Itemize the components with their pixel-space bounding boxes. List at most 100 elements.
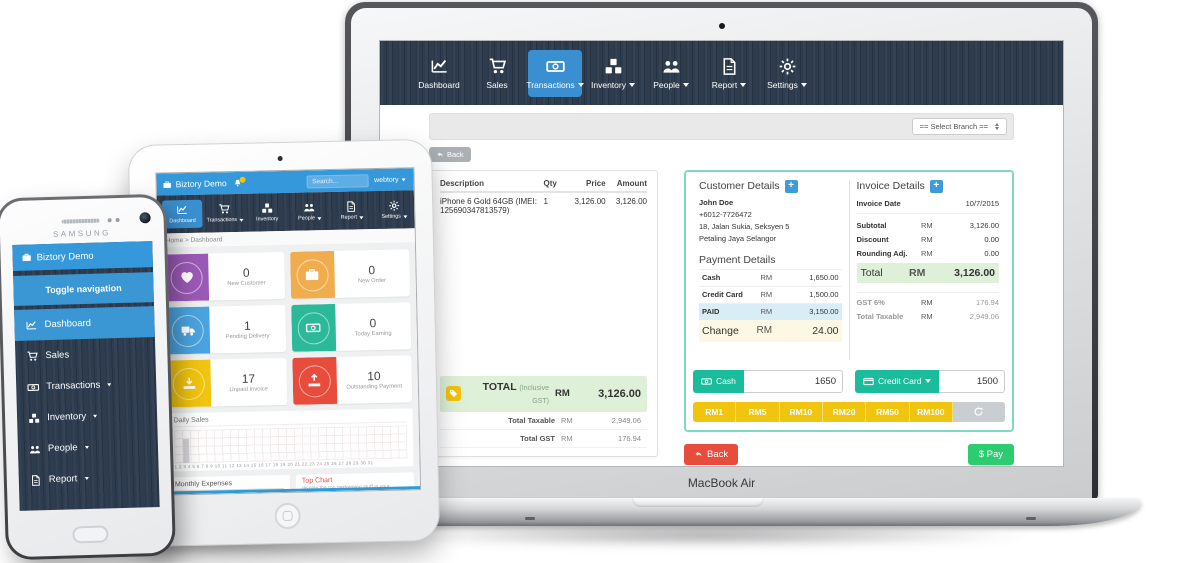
currency: RM: [555, 388, 570, 400]
nav-label: Report: [711, 79, 738, 90]
nav-item-sales[interactable]: Sales: [470, 50, 524, 97]
menu-item-sales[interactable]: Sales: [15, 337, 156, 372]
customer-name: John Doe: [699, 197, 734, 207]
monthly-expenses-bars: [213, 494, 284, 496]
phone-menu: Dashboard Sales Transactions Inventory: [14, 306, 159, 496]
heart-icon: [180, 272, 193, 283]
menu-item-people[interactable]: People: [18, 430, 159, 465]
stat-card-new-order[interactable]: 0 New Order: [289, 249, 411, 299]
macbook-label: MacBook Air: [687, 476, 756, 490]
denom-rm10-button[interactable]: RM10: [779, 401, 823, 422]
stat-card-today-earning[interactable]: 0 Today Earning: [290, 302, 412, 352]
add-invoice-button[interactable]: +: [929, 179, 943, 193]
nav-item-report[interactable]: Report: [702, 50, 756, 97]
cubes-icon: [262, 203, 273, 213]
nav-item-settings[interactable]: Settings: [760, 50, 814, 97]
cart-icon: [489, 58, 506, 73]
customer-address-2: Petaling Jaya Selangor: [699, 233, 777, 243]
sensor-dot: [107, 218, 112, 223]
toggle-navigation-button[interactable]: Toggle navigation: [13, 272, 154, 306]
nav-item-dashboard[interactable]: Dashboard: [412, 50, 466, 97]
menu-item-inventory[interactable]: Inventory: [17, 399, 158, 434]
people-icon: [30, 445, 41, 453]
card-amount-input[interactable]: [939, 369, 1005, 393]
invoice-details-column: Invoice Details + Invoice Date 10/7/2015: [850, 179, 1007, 360]
chevron-down-icon: [682, 82, 689, 87]
reset-amount-button[interactable]: [952, 401, 1005, 422]
branch-select[interactable]: == Select Branch ==: [911, 118, 1007, 135]
payment-details-title: Payment Details: [699, 253, 776, 266]
invoice-items-card: Description Qty Price Amount iPhone 6 Go…: [429, 169, 658, 457]
denom-rm50-button[interactable]: RM50: [866, 401, 910, 422]
cash-button[interactable]: Cash: [693, 369, 744, 393]
chevron-down-icon: [316, 216, 321, 221]
menu-item-dashboard[interactable]: Dashboard: [14, 306, 155, 341]
refresh-icon: [974, 407, 984, 416]
invoice-details-title: Invoice Details: [856, 180, 925, 192]
nav-item-transactions[interactable]: Transactions: [526, 49, 584, 97]
cart-icon: [219, 203, 231, 214]
payment-row-cash: Cash RM 1,650.00: [699, 268, 842, 286]
denom-rm1-button[interactable]: RM1: [693, 401, 737, 422]
nav-item-people[interactable]: People: [644, 50, 698, 97]
nav-item-dashboard[interactable]: Dashboard: [161, 199, 203, 229]
stat-card-outstanding-payment[interactable]: 10 Outstanding Payment: [291, 355, 413, 405]
cubes-icon: [605, 58, 621, 73]
menu-item-transactions[interactable]: Transactions: [16, 368, 157, 403]
payment-row-credit-card: Credit Card RM 1,500.00: [699, 285, 842, 303]
stat-card-unpaid-invoice[interactable]: 17 Unpaid Invoice: [166, 357, 287, 408]
nav-item-report[interactable]: Report: [331, 196, 372, 225]
currency: RM: [561, 415, 573, 425]
nav-item-transactions[interactable]: Transactions: [204, 199, 245, 228]
search-input[interactable]: [306, 173, 370, 188]
total-note: (Inclusive GST): [519, 385, 549, 405]
cash-amount-input[interactable]: [743, 369, 843, 393]
lid-notch: [632, 498, 764, 507]
macbook-device: MacBook Air Dashboard Sales Transactions: [345, 2, 1098, 499]
subtotal-row: Subtotal RM 3,126.00: [856, 220, 1000, 230]
discount-row: Discount RM 0.00: [856, 234, 1000, 244]
chevron-down-icon: [402, 215, 407, 219]
notification-badge: [239, 176, 246, 183]
table-row[interactable]: iPhone 6 Gold 64GB (IMEI: 12569034781357…: [440, 193, 647, 215]
chevron-down-icon: [84, 445, 89, 450]
invoice-table-header: Description Qty Price Amount: [440, 179, 647, 193]
add-customer-button[interactable]: +: [784, 179, 798, 193]
phone-home-button[interactable]: [72, 525, 109, 544]
pos-panel: Customer Details + John Doe +6012-772647…: [684, 169, 1014, 432]
nav-item-inventory[interactable]: Inventory: [247, 198, 288, 227]
user-menu[interactable]: webtory: [374, 176, 408, 184]
people-icon: [663, 60, 679, 73]
back-small-label: Back: [447, 150, 464, 159]
tablet-home-button[interactable]: [274, 502, 301, 530]
denomination-buttons: RM1 RM5 RM10 RM20 RM50 RM100: [692, 401, 1006, 422]
nav-label: Settings: [767, 79, 798, 90]
credit-card-button[interactable]: Credit Card: [855, 369, 940, 393]
back-button[interactable]: Back: [684, 443, 739, 465]
gst-row: GST 6% RM 176.94: [856, 292, 999, 310]
stat-card-pending-delivery[interactable]: 1 Pending Delivery: [165, 304, 286, 355]
denom-rm5-button[interactable]: RM5: [736, 401, 780, 422]
pay-button[interactable]: $ Pay: [967, 443, 1014, 465]
chevron-down-icon: [93, 414, 98, 418]
nav-item-inventory[interactable]: Inventory: [586, 50, 640, 97]
menu-item-report[interactable]: Report: [18, 461, 159, 496]
branch-toolbar: == Select Branch ==: [429, 113, 1014, 140]
brand-logo[interactable]: Biztory Demo: [36, 250, 94, 263]
col-description: Description: [440, 178, 485, 188]
nav-item-settings[interactable]: Settings: [374, 195, 415, 224]
brand-logo[interactable]: Biztory Demo: [163, 178, 227, 189]
tablet-app-header: Biztory Demo webtory: [156, 168, 414, 196]
notifications-bell[interactable]: [234, 176, 246, 187]
nav-item-people[interactable]: People: [289, 197, 330, 226]
stat-card-new-customer[interactable]: 0 New Customer: [164, 251, 285, 302]
denom-rm20-button[interactable]: RM20: [822, 401, 867, 422]
col-qty: Qty: [543, 178, 557, 188]
back-small-button[interactable]: Back: [429, 147, 471, 162]
sales-bar-day2: [182, 439, 190, 464]
card-input-group: Credit Card: [855, 369, 1005, 393]
denom-rm100-button[interactable]: RM100: [909, 401, 953, 422]
chevron-down-icon: [107, 383, 112, 387]
taxable-amount: 2,949.06: [611, 415, 641, 425]
total-gst-row: Total GST RM 176.94: [440, 430, 647, 448]
